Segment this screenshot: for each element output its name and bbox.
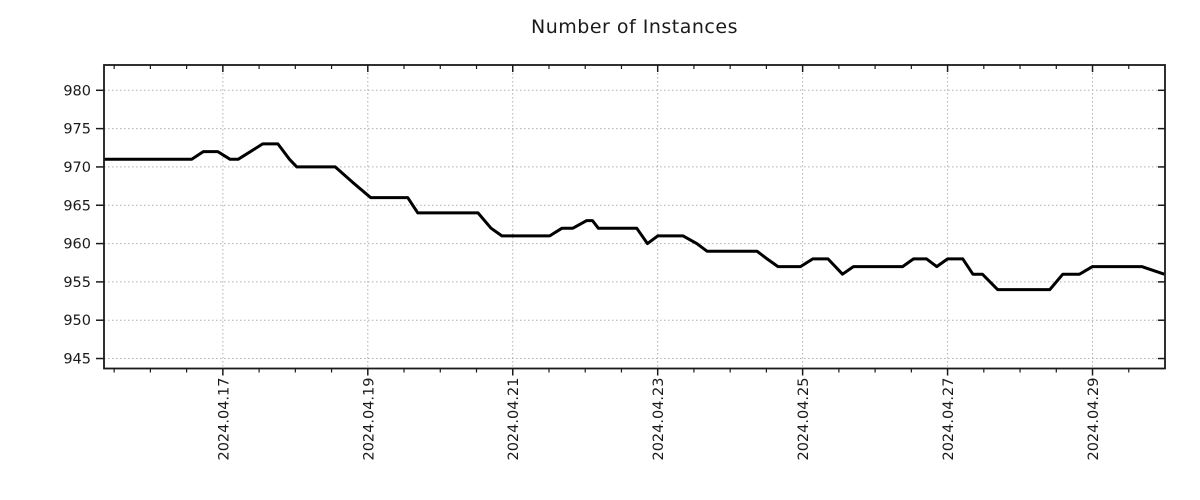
y-tick-label: 960 [63,237,91,253]
y-tick-label: 950 [63,313,91,329]
y-tick-label: 980 [63,83,91,99]
x-tick-label: 2024.04.27 [941,378,957,461]
y-tick-label: 955 [63,275,91,291]
x-tick-label: 2024.04.23 [651,378,667,461]
x-tick-label: 2024.04.17 [216,378,232,461]
x-tick-label: 2024.04.29 [1086,378,1102,461]
x-tick-label: 2024.04.25 [796,378,812,461]
y-tick-label: 945 [63,352,91,368]
y-tick-label: 965 [63,198,91,214]
y-tick-label: 970 [63,160,91,176]
plot-border [103,64,1166,370]
y-tick-label: 975 [63,122,91,138]
data-line-instances [104,142,1165,292]
x-tick-label: 2024.04.19 [361,378,377,461]
x-tick-label: 2024.04.21 [506,378,522,461]
chart-title: Number of Instances [531,16,738,38]
